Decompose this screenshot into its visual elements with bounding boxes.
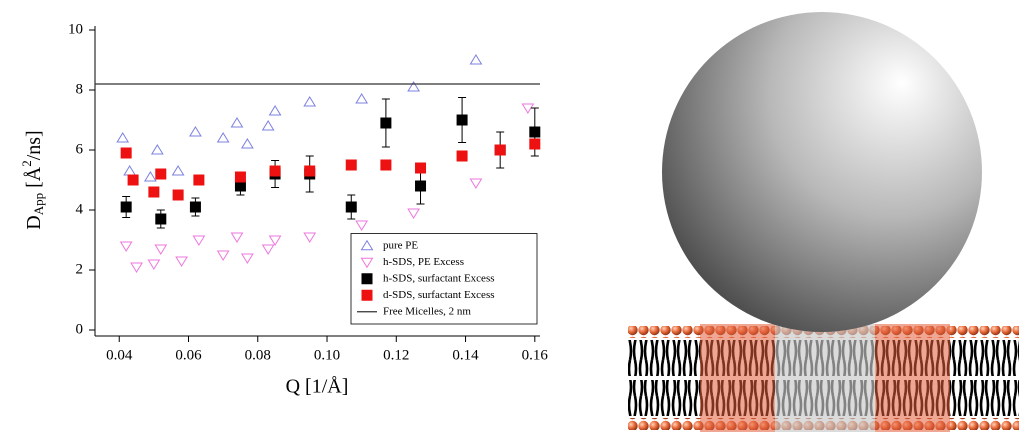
marker bbox=[304, 233, 315, 242]
marker bbox=[152, 145, 163, 154]
y-tick-label: 2 bbox=[76, 261, 84, 277]
marker bbox=[356, 221, 367, 230]
marker bbox=[173, 190, 183, 200]
y-axis-label: DApp [Å2/ns] bbox=[19, 130, 46, 229]
marker bbox=[263, 121, 274, 130]
marker bbox=[242, 139, 253, 148]
y-tick-label: 0 bbox=[76, 321, 84, 337]
marker bbox=[131, 263, 142, 272]
marker bbox=[194, 175, 204, 185]
y-tick-label: 4 bbox=[76, 201, 84, 217]
marker bbox=[149, 187, 159, 197]
region-center bbox=[775, 324, 875, 432]
marker bbox=[270, 236, 281, 245]
marker bbox=[470, 55, 481, 64]
legend-marker bbox=[362, 274, 372, 284]
marker bbox=[190, 127, 201, 136]
marker bbox=[124, 166, 135, 175]
legend: pure PE h-SDS, PE Excess h-SDS, surfactant… bbox=[351, 234, 537, 325]
marker bbox=[218, 251, 229, 260]
y-tick-label: 6 bbox=[76, 141, 84, 157]
marker bbox=[193, 236, 204, 245]
marker bbox=[457, 115, 467, 125]
marker bbox=[121, 202, 131, 212]
marker bbox=[190, 202, 200, 212]
legend-label: d-SDS, surfactant Excess bbox=[383, 289, 495, 301]
marker bbox=[416, 181, 426, 191]
marker bbox=[263, 245, 274, 254]
y-tick-label: 10 bbox=[68, 21, 83, 37]
legend-label: h-SDS, surfactant Excess bbox=[383, 272, 495, 284]
marker bbox=[408, 209, 419, 218]
marker bbox=[145, 172, 156, 181]
marker bbox=[304, 97, 315, 106]
legend-label: Free Micelles, 2 nm bbox=[383, 305, 471, 317]
region-right bbox=[875, 324, 950, 432]
marker bbox=[346, 202, 356, 212]
x-tick-label: 0.12 bbox=[383, 347, 409, 363]
x-tick-label: 0.06 bbox=[175, 347, 202, 363]
y-label-post: /ns] bbox=[23, 130, 45, 160]
illustration bbox=[628, 12, 1019, 432]
marker bbox=[416, 163, 426, 173]
x-axis-label: Q [1/Å] bbox=[286, 376, 349, 398]
y-label-sub: App bbox=[31, 193, 46, 215]
marker bbox=[231, 233, 242, 242]
marker bbox=[270, 106, 281, 115]
figure: DApp [Å2/ns] Q [1/Å] 0 2 4 6 8 10 0.04 0.06 0.08… bbox=[0, 0, 1019, 432]
series bbox=[117, 55, 481, 181]
marker bbox=[218, 133, 229, 142]
marker bbox=[155, 245, 166, 254]
y-tick-label: 8 bbox=[76, 81, 84, 97]
marker bbox=[121, 148, 131, 158]
y-label-main: D bbox=[23, 215, 45, 229]
marker bbox=[156, 214, 166, 224]
sphere bbox=[662, 12, 982, 332]
x-tick-label: 0.14 bbox=[452, 347, 479, 363]
y-label-pre: [Å bbox=[23, 166, 45, 193]
marker bbox=[231, 118, 242, 127]
x-tick-label: 0.16 bbox=[522, 347, 549, 363]
marker bbox=[117, 133, 128, 142]
marker bbox=[530, 127, 540, 137]
legend-label: h-SDS, PE Excess bbox=[383, 256, 464, 268]
page: DApp [Å2/ns] Q [1/Å] 0 2 4 6 8 10 0.04 0.06 0.08… bbox=[0, 0, 1019, 432]
marker bbox=[470, 179, 481, 188]
region-left bbox=[700, 324, 775, 432]
series bbox=[121, 98, 540, 229]
marker bbox=[305, 166, 315, 176]
x-tick-label: 0.08 bbox=[245, 347, 271, 363]
marker bbox=[381, 118, 391, 128]
marker bbox=[408, 82, 419, 91]
marker bbox=[346, 160, 356, 170]
legend-label: pure PE bbox=[383, 239, 418, 251]
marker bbox=[148, 260, 159, 269]
x-tick-label: 0.04 bbox=[106, 347, 133, 363]
series bbox=[121, 139, 540, 200]
marker bbox=[121, 242, 132, 251]
marker bbox=[381, 160, 391, 170]
legend-marker bbox=[362, 290, 372, 300]
marker bbox=[495, 145, 505, 155]
marker bbox=[156, 169, 166, 179]
marker bbox=[270, 166, 280, 176]
marker bbox=[356, 94, 367, 103]
marker bbox=[173, 166, 184, 175]
marker bbox=[128, 175, 138, 185]
marker bbox=[457, 151, 467, 161]
marker bbox=[530, 139, 540, 149]
x-tick-label: 0.10 bbox=[314, 347, 340, 363]
marker bbox=[176, 257, 187, 266]
marker bbox=[242, 254, 253, 263]
marker bbox=[235, 172, 245, 182]
